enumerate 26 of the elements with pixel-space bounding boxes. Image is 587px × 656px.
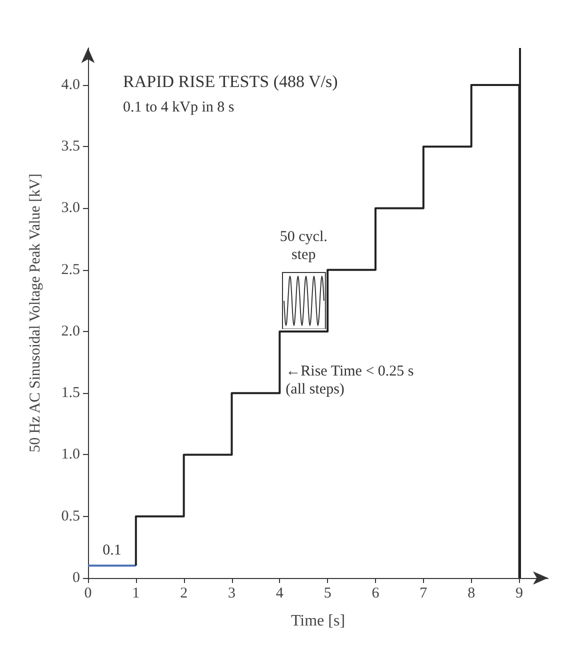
y-tick-label: 4.0 — [61, 76, 80, 93]
y-tick-label: 1.0 — [61, 446, 80, 463]
y-tick-label: 0.5 — [61, 508, 80, 524]
y-tick-label: 1.5 — [61, 385, 80, 402]
x-tick-label: 6 — [372, 586, 380, 602]
x-tick-label: 2 — [180, 586, 188, 602]
x-tick-label: 4 — [276, 586, 284, 602]
y-tick-label: 3.5 — [61, 138, 80, 155]
x-tick-label: 8 — [468, 586, 476, 602]
text: 0.1 to 4 kVp in 8 s — [123, 100, 234, 116]
x-axis-title: Time [s] — [290, 612, 346, 630]
x-tick-label: 9 — [516, 586, 523, 602]
y-tick-label: 2.5 — [61, 262, 80, 278]
annotation: 50 cycl. step — [280, 228, 328, 263]
annotation: 0.1 — [102, 542, 122, 559]
x-tick-label: 3 — [228, 586, 236, 602]
x-tick-label: 5 — [324, 586, 332, 602]
y-tick-label: 0 — [72, 570, 80, 586]
y-tick-label: 3.0 — [61, 200, 80, 216]
x-tick-label: 7 — [420, 586, 428, 602]
text: RAPID RISE TESTS (488 V/s) — [123, 72, 338, 91]
annotation: ←Rise Time < 0.25 s (all steps) — [286, 363, 414, 398]
y-axis-title: 50 Hz AC Sinusoidal Voltage Peak Value [kV] — [28, 174, 44, 452]
x-tick-label: 0 — [84, 586, 92, 602]
x-tick-label: 1 — [132, 586, 140, 602]
y-tick-label: 2.0 — [61, 323, 80, 340]
